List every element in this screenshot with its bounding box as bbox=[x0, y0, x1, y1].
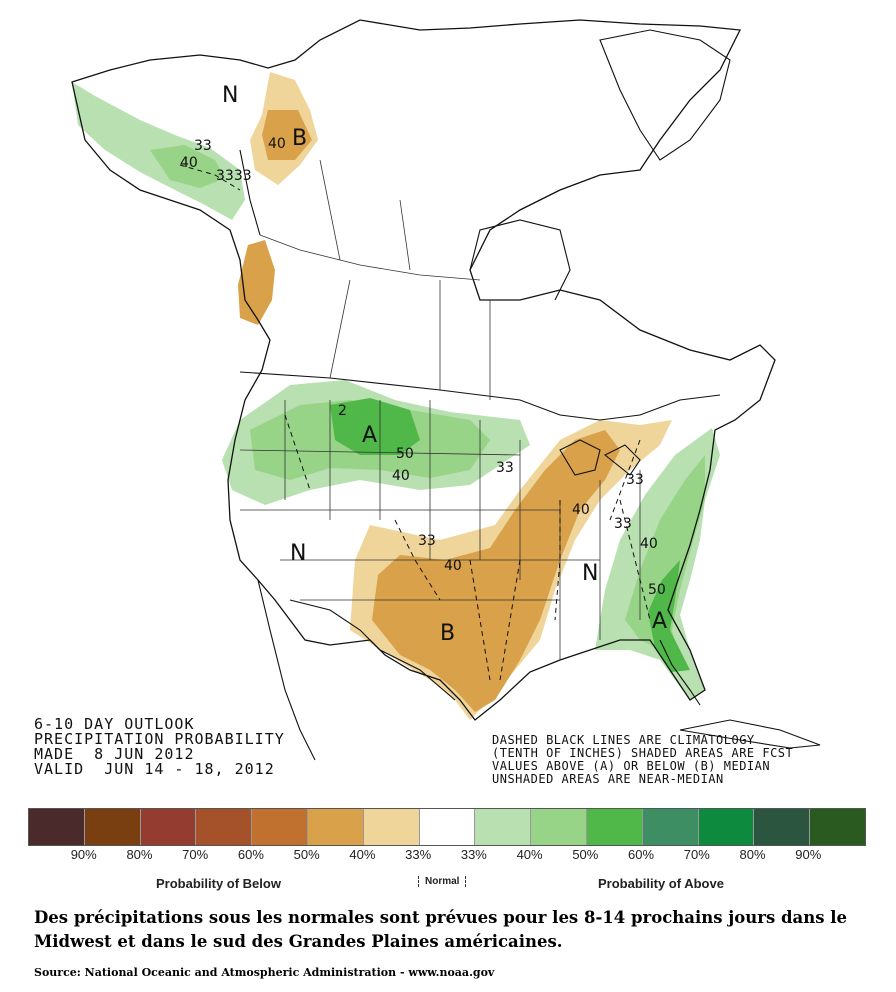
legend-note-line-3: VALUES ABOVE (A) OR BELOW (B) MEDIAN bbox=[492, 759, 771, 773]
color-bar-tick-label: 80% bbox=[126, 847, 153, 862]
label-c-33-greatlakes: 33 bbox=[626, 472, 644, 488]
label-conus-b-south: B bbox=[440, 621, 455, 646]
label-c-33-east: 33 bbox=[614, 516, 632, 532]
color-bar-tick-label: 60% bbox=[237, 847, 264, 862]
label-alaska-b: B bbox=[292, 126, 307, 151]
color-swatch bbox=[531, 809, 587, 845]
label-c-2-small: 2 bbox=[338, 403, 347, 419]
label-alaska-40a: 40 bbox=[180, 155, 198, 171]
label-alaska-3333: 3333 bbox=[216, 168, 252, 184]
outlook-line-4: VALID JUN 14 - 18, 2012 bbox=[34, 760, 275, 778]
color-bar-tick-label: 60% bbox=[628, 847, 655, 862]
geography-outlines bbox=[71, 19, 821, 761]
normal-label: Normal bbox=[418, 876, 467, 887]
outlook-title-block: 6-10 DAY OUTLOOK PRECIPITATION PROBABILIT… bbox=[34, 717, 285, 777]
color-swatch bbox=[29, 809, 85, 845]
state-boundaries bbox=[239, 159, 641, 660]
outlook-line-2: PRECIPITATION PROBABILITY bbox=[34, 730, 285, 748]
color-swatch bbox=[196, 809, 253, 845]
color-swatch bbox=[475, 809, 532, 845]
color-bar-tick-label: 90% bbox=[70, 847, 97, 862]
color-bar-tick-label: 70% bbox=[182, 847, 209, 862]
probability-below-label: Probability of Below bbox=[156, 876, 281, 891]
label-c-33-central: 33 bbox=[418, 533, 436, 549]
color-swatch bbox=[586, 809, 643, 845]
color-swatch bbox=[754, 809, 811, 845]
map-labels: N B 33 40 40 3333 A 50 40 33 2 N 33 40 B… bbox=[180, 83, 667, 646]
color-bar-tick-label: 50% bbox=[572, 847, 599, 862]
color-swatch bbox=[419, 809, 476, 845]
color-bar-tick-label: 70% bbox=[683, 847, 710, 862]
label-conus-a-north: A bbox=[362, 423, 377, 448]
source-credit: Source: National Oceanic and Atmospheric… bbox=[34, 966, 495, 979]
color-swatch bbox=[698, 809, 755, 845]
color-swatch bbox=[642, 809, 699, 845]
label-alaska-33: 33 bbox=[194, 138, 212, 154]
probability-above-label: Probability of Above bbox=[598, 876, 724, 891]
label-c-50-east: 50 bbox=[648, 582, 666, 598]
legend-note-line-2: (TENTH OF INCHES) SHADED AREAS ARE FCST bbox=[492, 746, 794, 760]
label-c-33-north: 33 bbox=[496, 460, 514, 476]
yukon-below-inner bbox=[262, 110, 312, 160]
label-c-40-north: 40 bbox=[392, 468, 410, 484]
color-swatch bbox=[84, 809, 141, 845]
label-c-40-central: 40 bbox=[444, 558, 462, 574]
label-conus-n-west: N bbox=[290, 541, 306, 566]
label-conus-n-east: N bbox=[582, 561, 598, 586]
east-above-mid bbox=[625, 455, 705, 665]
color-bar-tick-label: 90% bbox=[795, 847, 822, 862]
legend-note-line-1: DASHED BLACK LINES ARE CLIMATOLOGY bbox=[492, 733, 755, 747]
label-alaska-40b: 40 bbox=[268, 136, 286, 152]
color-swatch bbox=[810, 809, 865, 845]
color-swatch bbox=[307, 809, 364, 845]
east-above-core bbox=[648, 560, 690, 672]
color-swatch bbox=[140, 809, 197, 845]
color-bar-tick-label: 40% bbox=[516, 847, 543, 862]
color-bar-tick-label: 50% bbox=[293, 847, 320, 862]
legend-note-line-4: UNSHADED AREAS ARE NEAR-MEDIAN bbox=[492, 772, 724, 786]
color-swatch bbox=[252, 809, 308, 845]
bc-coast-below-region bbox=[238, 240, 275, 325]
precipitation-outlook-map: N B 33 40 40 3333 A 50 40 33 2 N 33 40 B… bbox=[71, 19, 821, 761]
probability-color-bar bbox=[28, 808, 866, 846]
color-bar-tick-label: 33% bbox=[405, 847, 432, 862]
outlook-line-3: MADE 8 JUN 2012 bbox=[34, 745, 195, 763]
color-bar-tick-label: 40% bbox=[349, 847, 376, 862]
climatology-lines bbox=[179, 164, 651, 681]
south-below-inner bbox=[372, 430, 620, 712]
color-swatch bbox=[363, 809, 420, 845]
shaded-regions bbox=[72, 72, 720, 720]
color-bar-tick-label: 33% bbox=[460, 847, 487, 862]
color-bar-tick-label: 80% bbox=[739, 847, 766, 862]
alaska-above-inner bbox=[150, 145, 225, 188]
legend-note-block: DASHED BLACK LINES ARE CLIMATOLOGY (TENTH… bbox=[492, 734, 793, 786]
label-c-40-east: 40 bbox=[640, 536, 658, 552]
north-above-core bbox=[330, 398, 420, 455]
label-alaska-n: N bbox=[222, 83, 238, 108]
label-c-40-greatlakes: 40 bbox=[572, 502, 590, 518]
outlook-line-1: 6-10 DAY OUTLOOK bbox=[34, 715, 195, 733]
caption-text: Des précipitations sous les normales son… bbox=[34, 908, 847, 951]
label-conus-a-southeast: A bbox=[652, 609, 667, 634]
label-c-50-north: 50 bbox=[396, 446, 414, 462]
